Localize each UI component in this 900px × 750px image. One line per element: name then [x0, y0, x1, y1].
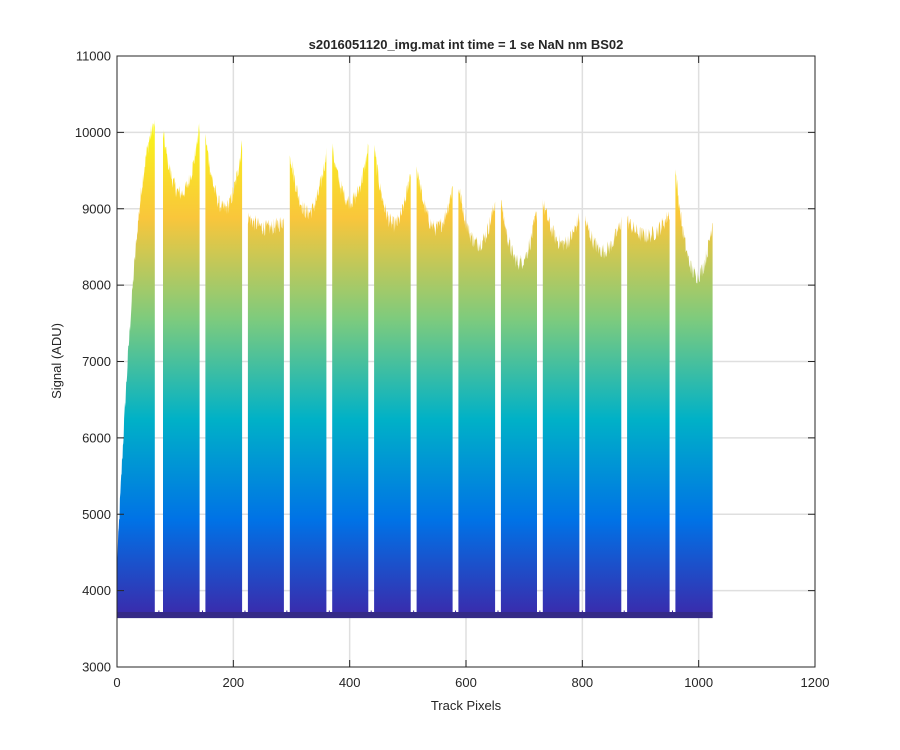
y-tick-labels: 3000 4000 5000 6000 7000 8000 9000 10000 11000: [75, 49, 111, 675]
signal-segment-11: [542, 199, 580, 616]
x-tick-label: 0: [113, 675, 120, 690]
y-axis-label: Signal (ADU): [49, 323, 64, 399]
y-tick-label: 11000: [76, 49, 111, 64]
x-tick-label: 1000: [684, 675, 713, 690]
signal-segment-2: [163, 122, 200, 616]
signal-segment-5: [289, 147, 327, 616]
y-tick-label: 4000: [82, 583, 111, 598]
x-axis-label: Track Pixels: [431, 698, 502, 713]
signal-segment-1: [117, 119, 155, 616]
signal-segment-13: [627, 211, 670, 616]
x-tick-label: 1200: [801, 675, 830, 690]
signal-segment-6: [332, 143, 369, 616]
y-tick-label: 9000: [82, 201, 111, 216]
y-tick-label: 7000: [82, 354, 111, 369]
signal-segment-8: [416, 166, 453, 616]
x-tick-label: 200: [222, 675, 244, 690]
signal-segment-7: [374, 144, 411, 616]
y-tick-label: 10000: [75, 125, 111, 140]
y-tick-label: 5000: [82, 507, 111, 522]
baseline-band: [117, 612, 713, 619]
y-tick-label: 3000: [82, 660, 111, 675]
signal-segment-14: [675, 169, 713, 616]
data-marks: [117, 119, 713, 619]
signal-segment-4: [247, 212, 284, 616]
chart-title: s2016051120_img.mat int time = 1 se NaN …: [309, 37, 624, 52]
axis-ticks: [116, 55, 816, 668]
x-tick-label: 600: [455, 675, 477, 690]
y-tick-label: 8000: [82, 278, 111, 293]
signal-segment-9: [458, 188, 496, 616]
signal-segment-3: [205, 133, 243, 616]
signal-segment-10: [500, 199, 537, 616]
signal-segment-12: [585, 215, 622, 616]
x-tick-labels: 0 200 400 600 800 1000 1200: [113, 675, 829, 690]
x-tick-label: 400: [339, 675, 361, 690]
x-tick-label: 800: [571, 675, 593, 690]
y-tick-label: 6000: [82, 430, 111, 445]
